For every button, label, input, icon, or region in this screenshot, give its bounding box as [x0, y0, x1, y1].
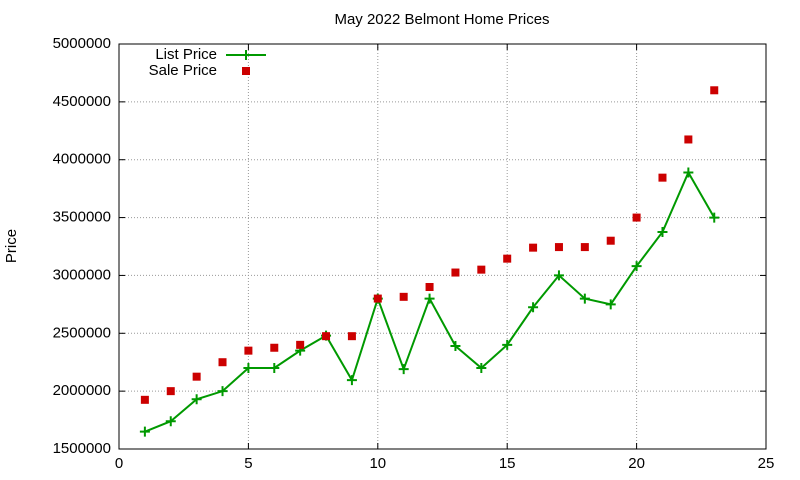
- legend-marker: [241, 50, 251, 60]
- point: [347, 332, 356, 341]
- y-tick-label: 4500000: [53, 93, 111, 110]
- point: [450, 341, 461, 352]
- point: [165, 416, 176, 427]
- point: [477, 265, 486, 274]
- point: [553, 270, 564, 281]
- x-tick-label: 10: [369, 455, 386, 472]
- point: [139, 426, 150, 437]
- point: [605, 299, 616, 310]
- point: [296, 340, 305, 349]
- point: [657, 227, 668, 238]
- legend-label: List Price: [155, 46, 217, 63]
- y-tick-label: 2500000: [53, 324, 111, 341]
- point: [346, 375, 357, 386]
- y-tick-label: 3000000: [53, 266, 111, 283]
- point: [399, 292, 408, 301]
- point: [580, 243, 589, 252]
- plot-marks: [139, 86, 720, 437]
- y-tick-label: 5000000: [53, 35, 111, 52]
- point: [425, 283, 434, 291]
- legend-label: Sale Price: [149, 62, 217, 79]
- y-tick-label: 1500000: [53, 440, 111, 457]
- point: [218, 358, 227, 367]
- point: [658, 173, 667, 182]
- point: [322, 332, 331, 341]
- point: [140, 395, 149, 404]
- point: [270, 343, 279, 352]
- point: [709, 212, 720, 223]
- legend-marker: [242, 67, 250, 75]
- point: [579, 293, 590, 304]
- x-tick-label: 5: [244, 455, 252, 472]
- point: [529, 243, 538, 252]
- point: [503, 254, 512, 263]
- point: [192, 372, 201, 381]
- x-tick-label: 20: [628, 455, 645, 472]
- y-axis-label: Price: [3, 229, 20, 263]
- point: [424, 293, 435, 304]
- point: [554, 243, 563, 252]
- y-tick-label: 3500000: [53, 209, 111, 226]
- point: [398, 364, 409, 375]
- x-tick-label: 15: [499, 455, 516, 472]
- x-tick-label: 25: [758, 455, 775, 472]
- point: [606, 236, 615, 245]
- y-tick-label: 2000000: [53, 382, 111, 399]
- point: [451, 268, 460, 277]
- point: [502, 339, 513, 350]
- point: [191, 394, 202, 405]
- point: [243, 363, 254, 373]
- point: [710, 86, 719, 95]
- plot-frame: [118, 43, 767, 450]
- point: [166, 387, 175, 396]
- point: [528, 302, 539, 313]
- point: [244, 346, 253, 355]
- point: [217, 386, 228, 397]
- point: [684, 135, 693, 144]
- point: [269, 363, 280, 373]
- x-tick-label: 0: [115, 455, 123, 472]
- chart-title: May 2022 Belmont Home Prices: [334, 11, 549, 28]
- point: [631, 261, 642, 272]
- point: [373, 294, 382, 303]
- point: [476, 363, 487, 373]
- point: [683, 167, 694, 178]
- point: [632, 213, 641, 222]
- y-tick-label: 4000000: [53, 151, 111, 168]
